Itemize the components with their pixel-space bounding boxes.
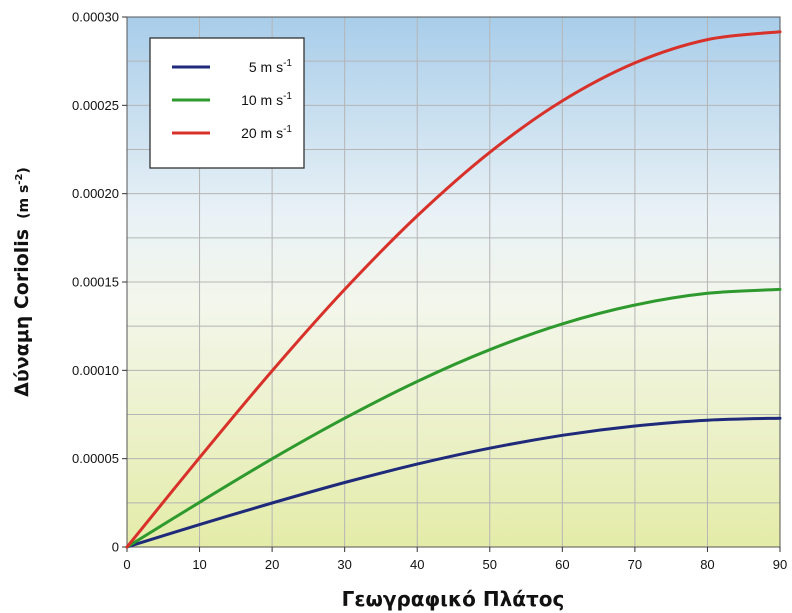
legend-box [149,37,305,169]
x-tick-label: 10 [192,557,206,572]
x-tick-label: 80 [700,557,714,572]
y-axis-title-unit-sup: -2 [14,174,25,185]
series-line-3 [125,30,782,549]
series-line-1 [125,416,782,549]
series-lines [125,30,782,549]
x-tick-label: 70 [628,557,642,572]
x-tick-label: 90 [773,557,787,572]
y-tick-label: 0.00005 [72,451,119,466]
y-tick-label: 0.00020 [72,186,119,201]
y-axis-ticks: 0 0.00005 0.00010 0.00015 0.00020 0.00025 0.00… [72,10,127,555]
y-tick-label: 0.00015 [72,275,119,290]
y-axis-title-unit-end: ) [16,167,32,173]
series-line-2 [125,287,782,549]
legend: 5 m s-1 10 m s-1 20 m s-1 [149,37,305,169]
x-tick-label: 60 [555,557,569,572]
y-tick-label: 0 [112,540,119,555]
legend-label-1: 5 m s-1 [249,58,293,75]
x-axis-ticks: 0 10 20 30 40 50 60 70 80 90 [123,547,787,572]
y-axis-title-main: Δύναμη Coriolis [11,229,33,397]
y-tick-label: 0.00025 [72,98,119,113]
x-tick-label: 40 [410,557,424,572]
y-axis-title-unit: (m s [16,185,32,219]
legend-label-3: 20 m s-1 [241,124,292,141]
x-axis-title: Γεωγραφικό Πλάτος [342,587,565,611]
legend-label-2: 10 m s-1 [241,91,292,108]
x-tick-label: 50 [483,557,497,572]
x-tick-label: 0 [123,557,130,572]
x-tick-label: 20 [265,557,279,572]
y-tick-label: 0.00030 [72,10,119,25]
y-tick-label: 0.00010 [72,363,119,378]
x-tick-label: 30 [337,557,351,572]
y-axis-title: Δύναμη Coriolis (m s-2) [11,167,33,397]
